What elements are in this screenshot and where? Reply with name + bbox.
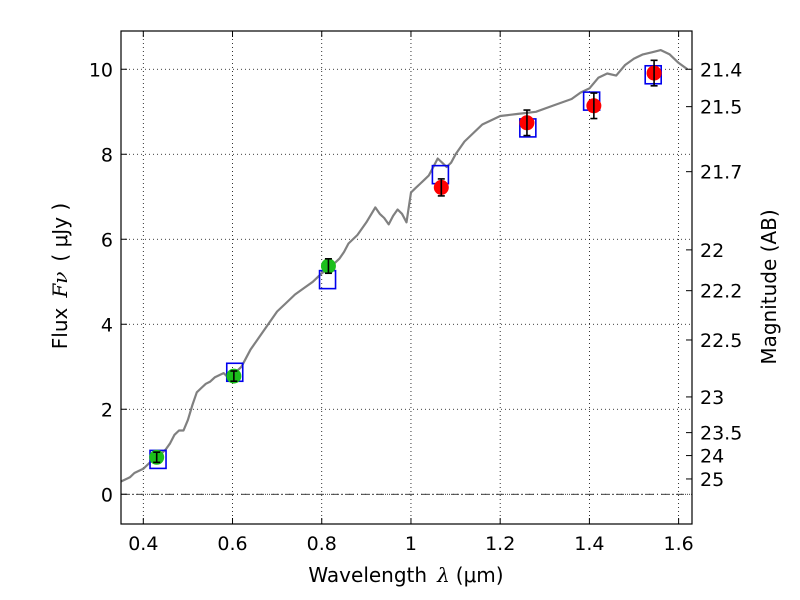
y-axis-label-unit: ( μJy ) — [48, 203, 72, 262]
x-tick-label: 1.4 — [574, 533, 604, 555]
y-tick-label: 4 — [101, 314, 113, 336]
magnitude-axis-label: Magnitude (AB) — [757, 209, 781, 364]
x-tick-label: 1.2 — [485, 533, 515, 555]
magnitude-tick-label: 24 — [700, 446, 724, 468]
x-axis-label: Wavelength λ (μm) — [308, 563, 503, 587]
y-tick-label: 0 — [101, 484, 113, 506]
data-points — [149, 59, 662, 470]
x-tick-label: 1 — [405, 533, 417, 555]
y-tick-label: 6 — [101, 229, 113, 251]
y-axis-label-text: Flux — [48, 307, 72, 349]
y-tick-label: 8 — [101, 144, 113, 166]
y-tick-label: 2 — [101, 399, 113, 421]
magnitude-tick-label: 21.4 — [700, 59, 742, 81]
x-axis-label-unit: (μm) — [456, 563, 504, 587]
y-axis-label-symbol: Fν — [48, 272, 72, 299]
model-spectrum — [120, 48, 689, 483]
magnitude-tick-label: 25 — [700, 469, 724, 491]
x-tick-label: 1.6 — [664, 533, 694, 555]
x-axis-label-symbol: λ — [436, 563, 450, 587]
y-tick-label: 10 — [89, 59, 113, 81]
magnitude-tick-label: 21.7 — [700, 162, 742, 184]
x-tick-label: 0.6 — [217, 533, 247, 555]
magnitude-tick-label: 21.5 — [700, 97, 742, 119]
magnitude-tick-label: 22.2 — [700, 281, 742, 303]
magnitude-tick-label: 22 — [700, 240, 724, 262]
plot-frame — [120, 30, 693, 525]
magnitude-tick-label: 22.5 — [700, 330, 742, 352]
y-axis-label: Flux Fν ( μJy ) — [48, 203, 72, 349]
grid — [121, 31, 692, 524]
x-tick-label: 0.8 — [307, 533, 337, 555]
x-tick-label: 0.4 — [128, 533, 158, 555]
magnitude-tick-label: 23.5 — [700, 423, 742, 445]
magnitude-tick-label: 23 — [700, 387, 724, 409]
spectrum-line — [120, 48, 689, 483]
x-axis-label-text: Wavelength — [308, 563, 427, 587]
